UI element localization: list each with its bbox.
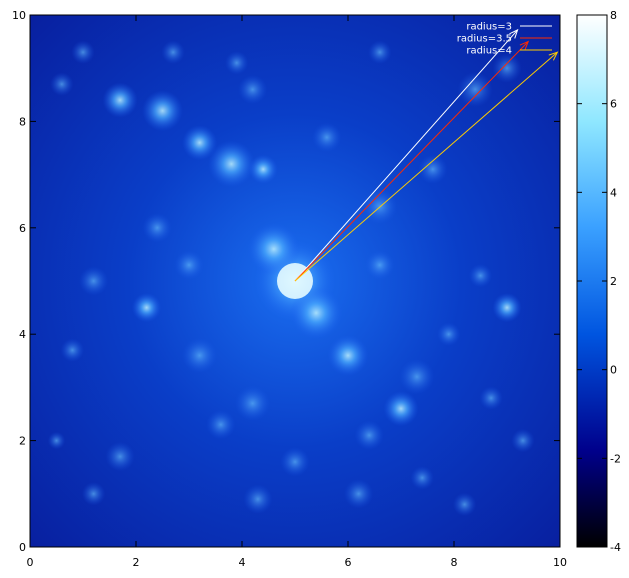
density-blob: [247, 222, 301, 276]
density-blob: [60, 338, 85, 362]
colorbar-tick-label: -4: [610, 541, 621, 554]
density-blob: [248, 154, 278, 184]
density-blob: [354, 420, 384, 450]
density-blob: [71, 40, 95, 64]
colorbar-ticks: -4 -2 0 2 4 6 8: [577, 9, 621, 554]
heatmap-plot-area: [29, 14, 561, 548]
plot-frame: [29, 14, 561, 548]
density-blob: [102, 82, 138, 118]
arrow-2-head: [519, 40, 530, 51]
density-blob: [243, 484, 273, 514]
density-blob: [457, 71, 493, 108]
density-blob: [105, 441, 135, 472]
arrow-3-line: [294, 51, 558, 282]
x-tick-label: 2: [133, 556, 140, 569]
x-tick-label: 8: [451, 556, 458, 569]
density-blob: [50, 72, 74, 96]
arrow-2-line: [294, 41, 529, 282]
density-blob: [344, 479, 374, 509]
density-blob: [479, 386, 503, 410]
colorbar-tick-label: 6: [610, 98, 617, 111]
density-blob: [182, 125, 218, 161]
y-tick-label: 6: [19, 222, 26, 235]
x-tick-label: 0: [27, 556, 34, 569]
colorbar-tick-label: 0: [610, 364, 617, 377]
y-tick-label: 10: [12, 9, 26, 22]
density-blob: [235, 385, 271, 421]
arrow-3-head: [548, 51, 559, 61]
density-blob: [161, 40, 185, 64]
colorbar-tick-label: -2: [610, 452, 621, 465]
legend-label: radius=4: [466, 46, 512, 57]
density-blob: [452, 492, 477, 517]
colorbar-tick-label: 4: [610, 186, 617, 199]
y-tick-label: 0: [19, 541, 26, 554]
x-tick-label: 10: [553, 556, 567, 569]
density-blob: [312, 122, 342, 152]
density-blob: [418, 154, 448, 184]
x-tick-label: 4: [239, 556, 246, 569]
density-blob: [492, 53, 522, 83]
density-blob: [225, 51, 249, 75]
y-tick-label: 8: [19, 115, 26, 128]
arrow-1-head: [509, 28, 519, 39]
density-blob: [399, 359, 435, 395]
density-blob: [47, 431, 66, 450]
density-blob: [365, 250, 395, 280]
density-blob: [327, 334, 369, 376]
density-blob: [511, 428, 535, 453]
density-blob: [208, 140, 255, 188]
arrow-group: [294, 28, 559, 282]
y-axis: 0 2 4 6 8 10: [12, 9, 560, 554]
density-blob: [383, 391, 419, 427]
density-blob: [174, 250, 204, 280]
density-blob: [79, 266, 109, 296]
density-blob: [368, 40, 392, 64]
density-blob: [492, 292, 522, 323]
density-blob: [280, 447, 310, 477]
density-blob: [81, 482, 106, 506]
colorbar-tick-label: 2: [610, 275, 617, 288]
y-tick-label: 2: [19, 435, 26, 448]
legend-label: radius=3.5: [457, 34, 512, 45]
density-blob: [182, 337, 218, 374]
arrow-1-line: [294, 29, 518, 282]
x-axis: 0 2 4 6 8 10: [27, 15, 567, 569]
density-blob: [468, 263, 493, 288]
density-blob: [289, 286, 343, 340]
density-blob: [142, 90, 183, 132]
legend-label: radius=3: [466, 22, 512, 33]
colorbar-tick-label: 8: [610, 9, 617, 22]
density-blob: [206, 410, 236, 440]
density-blob: [238, 74, 268, 105]
density-blob: [132, 292, 162, 323]
y-tick-label: 4: [19, 328, 26, 341]
density-blob: [437, 322, 461, 346]
density-blob: [142, 213, 172, 243]
heatmap-density-field: [47, 40, 535, 517]
x-tick-label: 6: [345, 556, 352, 569]
density-blob: [410, 466, 434, 490]
